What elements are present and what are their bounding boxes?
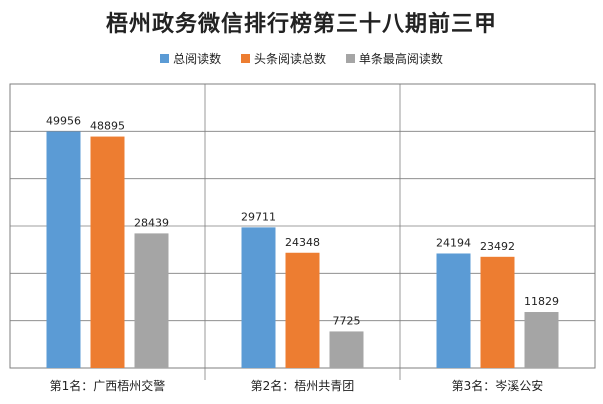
data-label: 23492 bbox=[480, 240, 515, 253]
legend: 总阅读数 头条阅读总数 单条最高阅读数 bbox=[0, 50, 603, 67]
legend-label: 总阅读数 bbox=[173, 52, 222, 66]
bar bbox=[480, 256, 515, 368]
bar bbox=[285, 252, 320, 368]
legend-item-headline-reads: 头条阅读总数 bbox=[240, 50, 326, 67]
data-label: 24194 bbox=[436, 236, 471, 249]
legend-label: 头条阅读总数 bbox=[253, 52, 326, 66]
data-label: 7725 bbox=[333, 314, 361, 327]
bar bbox=[524, 312, 559, 368]
bar bbox=[329, 331, 364, 368]
data-label: 29711 bbox=[241, 210, 276, 223]
category-label: 第2名：梧州共青团 bbox=[251, 378, 355, 393]
legend-label: 单条最高阅读数 bbox=[358, 52, 443, 66]
bar bbox=[436, 253, 471, 368]
legend-swatch bbox=[240, 54, 250, 63]
data-label: 11829 bbox=[524, 295, 559, 308]
data-label: 49956 bbox=[46, 115, 81, 128]
data-label: 28439 bbox=[134, 216, 169, 229]
chart-title: 梧州政务微信排行榜第三十八期前三甲 bbox=[105, 12, 497, 37]
category-label: 第3名：岑溪公安 bbox=[452, 378, 544, 393]
legend-item-max-single-reads: 单条最高阅读数 bbox=[345, 50, 443, 67]
bar bbox=[134, 233, 169, 368]
legend-swatch bbox=[345, 54, 355, 63]
category-label: 第1名：广西梧州交警 bbox=[50, 378, 166, 393]
bar bbox=[241, 227, 276, 368]
data-label: 48895 bbox=[90, 120, 125, 133]
bar bbox=[46, 131, 81, 368]
legend-swatch bbox=[160, 54, 170, 63]
legend-item-total-reads: 总阅读数 bbox=[160, 50, 221, 67]
bar bbox=[90, 136, 125, 368]
data-label: 24348 bbox=[285, 236, 320, 249]
